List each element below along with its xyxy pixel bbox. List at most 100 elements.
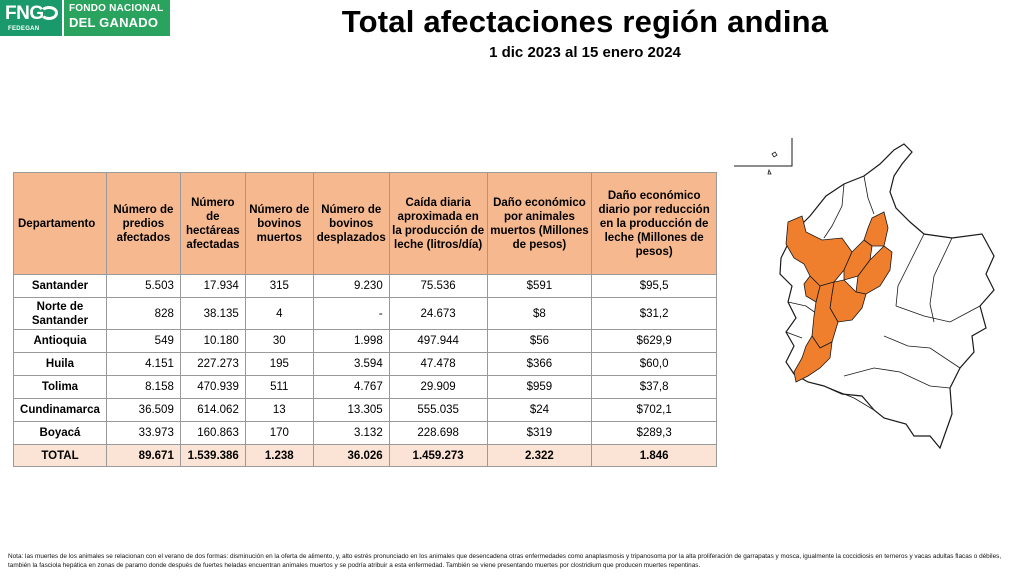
cell-dano-muertos: $366: [486, 352, 593, 376]
page-title: Total afectaciones región andina: [341, 4, 829, 39]
cell-desplazados: 4.767: [312, 375, 390, 399]
cell-muertos: 4: [244, 297, 314, 330]
cell-muertos: 195: [244, 352, 314, 376]
cell-departamento: Norte de Santander: [13, 297, 107, 330]
cell-departamento: Tolima: [13, 375, 107, 399]
cell-predios: 828: [105, 297, 181, 330]
cell-muertos: 511: [244, 375, 314, 399]
cell-predios: 4.151: [105, 352, 181, 376]
cell-total-label: TOTAL: [13, 444, 107, 467]
table-row: Huila 4.151 227.273 195 3.594 47.478 $36…: [13, 352, 717, 376]
cell-leche: 555.035: [388, 398, 488, 422]
cell-leche: 497.944: [388, 329, 488, 353]
cell-total-predios: 89.671: [105, 444, 181, 467]
table-row: Cundinamarca 36.509 614.062 13 13.305 55…: [13, 398, 717, 422]
cell-dano-leche: $31,2: [591, 297, 717, 330]
region-antioquia: [785, 215, 853, 287]
region-caldas-risaralda: [803, 275, 821, 303]
cell-dano-muertos: $24: [486, 398, 593, 422]
region-huila: [793, 335, 833, 383]
header-dano-leche: Daño económico diario por reducción en l…: [591, 172, 717, 275]
header-caida-leche: Caída diaria aproximada en la producción…: [388, 172, 488, 275]
cell-hectareas: 38.135: [179, 297, 246, 330]
cell-muertos: 13: [244, 398, 314, 422]
map-island: [771, 151, 778, 158]
cell-dano-leche: $289,3: [591, 421, 717, 445]
cell-hectareas: 614.062: [179, 398, 246, 422]
cell-hectareas: 10.180: [179, 329, 246, 353]
logo-line-1: FONDO NACIONAL: [69, 3, 164, 14]
cell-predios: 36.509: [105, 398, 181, 422]
cell-dano-muertos: $959: [486, 375, 593, 399]
cell-dano-leche: $95,5: [591, 274, 717, 298]
cell-leche: 29.909: [388, 375, 488, 399]
cell-desplazados: 3.594: [312, 352, 390, 376]
cell-hectareas: 470.939: [179, 375, 246, 399]
cell-muertos: 315: [244, 274, 314, 298]
cell-total-muertos: 1.238: [244, 444, 314, 467]
header-hectareas: Número de hectáreas afectadas: [179, 172, 246, 275]
cell-total-hectareas: 1.539.386: [179, 444, 246, 467]
cell-total-leche: 1.459.273: [388, 444, 488, 467]
cell-hectareas: 17.934: [179, 274, 246, 298]
fng-logo-mark: FNG FEDEGAN: [0, 0, 62, 36]
cell-predios: 33.973: [105, 421, 181, 445]
logo-line-2: DEL GANADO: [69, 15, 159, 30]
region-norte-santander: [863, 211, 889, 247]
header-dano-muertos: Daño económico por animales muertos (Mil…: [486, 172, 593, 275]
cell-desplazados: -: [312, 297, 390, 330]
fng-logo: FNG FEDEGAN FONDO NACIONAL DEL GANADO: [0, 0, 170, 36]
cell-dano-muertos: $8: [486, 297, 593, 330]
cell-leche: 75.536: [388, 274, 488, 298]
cell-leche: 47.478: [388, 352, 488, 376]
cell-predios: 549: [105, 329, 181, 353]
table-row: Antioquia 549 10.180 30 1.998 497.944 $5…: [13, 329, 717, 353]
header-departamento: Departamento: [13, 172, 107, 275]
colombia-map: [734, 138, 995, 450]
map-island-small: [767, 168, 772, 175]
cell-departamento: Cundinamarca: [13, 398, 107, 422]
cell-departamento: Antioquia: [13, 329, 107, 353]
logo-mark-subtext: FEDEGAN: [8, 26, 40, 32]
cell-departamento: Huila: [13, 352, 107, 376]
table-header-row: Departamento Número de predios afectados…: [13, 172, 717, 275]
map-inset-frame: [734, 138, 793, 167]
footnote: Nota: las muertes de los animales se rel…: [8, 553, 1002, 569]
cell-muertos: 30: [244, 329, 314, 353]
header-predios: Número de predios afectados: [105, 172, 181, 275]
page-subtitle: 1 dic 2023 al 15 enero 2024: [489, 44, 681, 61]
header-bovinos-muertos: Número de bovinos muertos: [244, 172, 314, 275]
cell-departamento: Santander: [13, 274, 107, 298]
cell-total-desplazados: 36.026: [312, 444, 390, 467]
afectaciones-table: Departamento Número de predios afectados…: [13, 172, 717, 467]
cell-dano-muertos: $56: [486, 329, 593, 353]
cell-total-dano-leche: 1.846: [591, 444, 717, 467]
cell-desplazados: 13.305: [312, 398, 390, 422]
table-total-row: TOTAL 89.671 1.539.386 1.238 36.026 1.45…: [13, 444, 717, 467]
cell-leche: 228.698: [388, 421, 488, 445]
andean-region: [785, 211, 893, 383]
cell-hectareas: 160.863: [179, 421, 246, 445]
table-row: Tolima 8.158 470.939 511 4.767 29.909 $9…: [13, 375, 717, 399]
cell-dano-leche: $702,1: [591, 398, 717, 422]
cell-desplazados: 9.230: [312, 274, 390, 298]
fng-logo-wordmark: FONDO NACIONAL DEL GANADO: [64, 0, 170, 36]
cell-dano-leche: $629,9: [591, 329, 717, 353]
cell-departamento: Boyacá: [13, 421, 107, 445]
cell-dano-muertos: $591: [486, 274, 593, 298]
cell-leche: 24.673: [388, 297, 488, 330]
table-row: Boyacá 33.973 160.863 170 3.132 228.698 …: [13, 421, 717, 445]
cell-predios: 5.503: [105, 274, 181, 298]
logo-swoosh-icon: [40, 6, 58, 20]
cell-total-dano-muertos: 2.322: [486, 444, 593, 467]
header-bovinos-desplazados: Número de bovinos desplazados: [312, 172, 390, 275]
cell-hectareas: 227.273: [179, 352, 246, 376]
table-row: Norte de Santander 828 38.135 4 - 24.673…: [13, 297, 717, 330]
cell-predios: 8.158: [105, 375, 181, 399]
logo-mark-text: FNG: [5, 3, 44, 24]
cell-dano-leche: $37,8: [591, 375, 717, 399]
cell-desplazados: 1.998: [312, 329, 390, 353]
country-outline: [779, 143, 995, 450]
cell-dano-muertos: $319: [486, 421, 593, 445]
cell-desplazados: 3.132: [312, 421, 390, 445]
